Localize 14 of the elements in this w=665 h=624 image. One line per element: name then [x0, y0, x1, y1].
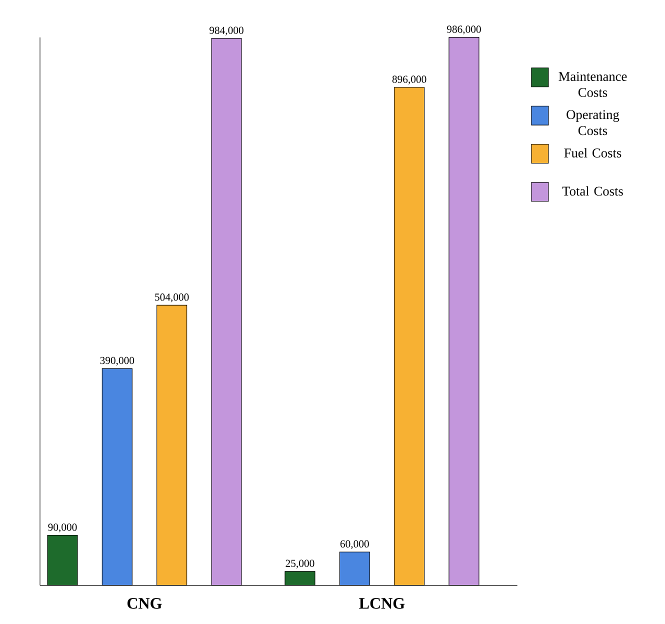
data-label: 390,000 — [100, 356, 134, 366]
x-tick-label: CNG — [127, 598, 162, 609]
data-label: 896,000 — [392, 76, 426, 84]
data-label: 25,000 — [286, 560, 314, 568]
legend-label: Operating Costs — [566, 110, 620, 136]
legend-label: Maintenance Costs — [558, 72, 627, 97]
data-label: 504,000 — [155, 294, 189, 302]
data-label: 90,000 — [48, 524, 77, 532]
x-tick-label: LCNG — [359, 598, 405, 609]
data-label: 60,000 — [340, 540, 369, 550]
legend-label: Fuel Costs — [564, 148, 622, 158]
legend-label: Total Costs — [562, 186, 623, 196]
data-label: 984,000 — [209, 26, 244, 36]
data-label: 986,000 — [446, 26, 481, 34]
